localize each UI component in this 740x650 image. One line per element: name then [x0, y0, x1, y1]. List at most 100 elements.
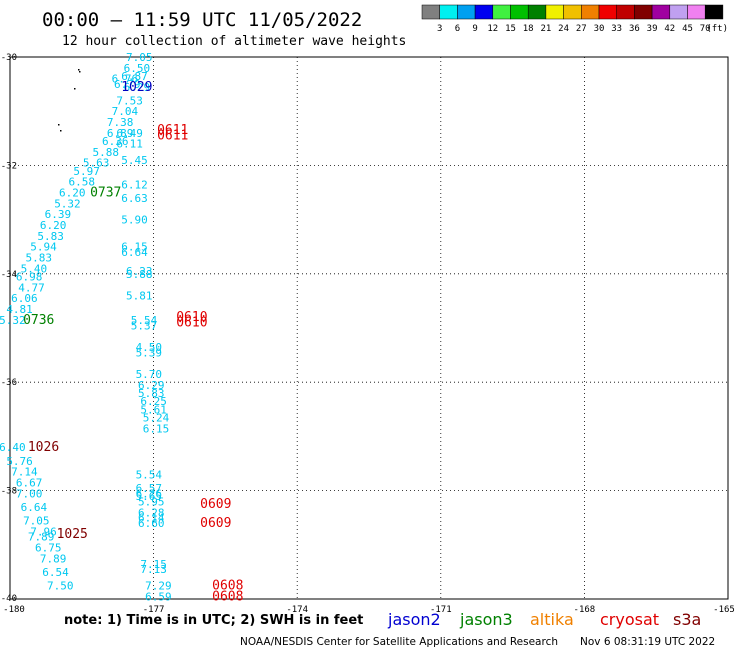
swh-value-label: 7.05 — [126, 51, 153, 64]
swh-value-label: 5.76 — [6, 455, 33, 468]
swh-value-label: 5.32 — [54, 197, 81, 210]
swh-value-label: 6.67 — [16, 476, 43, 489]
swh-value-label: 5.45 — [121, 154, 148, 167]
swh-value-label: 6.28 — [138, 506, 165, 519]
legend-label: 18 — [523, 24, 534, 34]
swh-value-label: 6.26 — [136, 487, 163, 500]
legend-label: 42 — [664, 24, 675, 34]
swh-value-label: 5.70 — [136, 368, 163, 381]
y-tick-label: -30 — [1, 53, 17, 63]
legend-swatch — [457, 4, 476, 20]
swh-value-label: 5.54 — [131, 314, 158, 327]
swh-value-label: 5.81 — [126, 289, 153, 302]
swh-value-label: 4.77 — [18, 281, 45, 294]
swh-value-label: 5.24 — [143, 411, 170, 424]
speck — [74, 88, 76, 90]
y-axis-ticks: -30 -32 -34 -36 -38 -40 — [1, 53, 17, 604]
y-tick-label: -36 — [1, 378, 17, 388]
swh-value-label: 6.75 — [35, 542, 62, 555]
swh-value-label: 6.06 — [11, 292, 38, 305]
swh-value-label: 5.61 — [140, 403, 167, 416]
pass-time-label: 1029 — [121, 80, 152, 95]
chart-title: 00:00 – 11:59 UTC 11/05/2022 — [42, 9, 362, 31]
speck — [58, 124, 60, 126]
swh-value-label: 6.15 — [121, 241, 148, 254]
swh-value-label: 5.90 — [121, 214, 148, 227]
legend-swatch — [527, 4, 547, 20]
legend-swatch — [634, 4, 653, 20]
legend-label: 27 — [576, 24, 587, 34]
swh-value-label: 6.76 — [112, 73, 139, 86]
legend-swatch — [563, 4, 582, 20]
swh-value-label: 5.37 — [131, 319, 158, 332]
swh-value-label: 5.39 — [136, 346, 163, 359]
swh-value-label: 6.49 — [116, 127, 143, 140]
swh-value-label: 6.39 — [45, 208, 72, 221]
legend-swatch — [581, 4, 600, 20]
pass-time-label: 0609 — [200, 516, 231, 531]
swh-value-label: 5.95 — [138, 495, 165, 508]
swh-value-label: 6.29 — [124, 81, 151, 94]
plot-frame — [9, 56, 729, 600]
swh-value-label: 6.63 — [121, 192, 148, 205]
swh-value-label: 7.50 — [47, 579, 74, 592]
swh-value-label: 6.20 — [59, 187, 86, 200]
swh-value-label: 5.94 — [30, 241, 57, 254]
swh-value-label: 7.38 — [107, 116, 134, 129]
footer-credit: NOAA/NESDIS Center for Satellite Applica… — [240, 636, 558, 648]
legend-swatch — [421, 4, 440, 20]
legend-swatch — [510, 4, 529, 20]
swh-value-label: 6.11 — [116, 138, 143, 151]
swh-value-label: 6.64 — [121, 246, 148, 259]
swh-value-label: 5.65 — [136, 490, 163, 503]
pass-time-label: 0609 — [200, 497, 231, 512]
x-tick-label: -168 — [574, 605, 596, 615]
swh-value-label: 5.83 — [25, 252, 52, 265]
land-specks — [58, 69, 81, 132]
satellite-legend: jason2 jason3 altika cryosat s3a — [387, 610, 701, 629]
swh-value-label: 5.83 — [37, 230, 64, 243]
swh-value-label: 7.29 — [145, 579, 172, 592]
legend-label: 30 — [594, 24, 605, 34]
x-axis-ticks: -180 -177 -174 -171 -168 -165 — [3, 605, 735, 615]
swh-value-label: 5.83 — [138, 387, 165, 400]
plot-area: -180 -177 -174 -171 -168 -165 -30 -32 -34 -36 -38… — [0, 51, 735, 615]
speck — [78, 69, 80, 71]
wave-height-color-legend: 3 6 9 12 15 18 21 24 27 30 33 36 39 42 45 70(ft) — [421, 4, 728, 34]
swh-value-label: 6.89 — [107, 127, 134, 140]
swh-value-label: 6.87 — [121, 70, 148, 83]
swh-value-label: 4.81 — [6, 303, 33, 316]
legend-label: 6 — [455, 24, 460, 34]
legend-label: 12 — [487, 24, 498, 34]
legend-swatch — [492, 4, 511, 20]
footer-timestamp: Nov 6 08:31:19 UTC 2022 — [580, 636, 715, 648]
swh-value-label: 6.50 — [124, 62, 151, 75]
swh-value-label: 6.98 — [16, 271, 43, 284]
legend-swatch — [545, 4, 564, 20]
legend-label: 70 — [700, 24, 711, 34]
swh-value-label: 6.57 — [136, 482, 163, 495]
swh-value-label: 5.88 — [126, 268, 153, 281]
legend-label: 24 — [558, 24, 569, 34]
legend-swatch — [474, 4, 494, 20]
legend-swatch — [651, 4, 671, 20]
x-tick-label: -177 — [143, 605, 165, 615]
satellite-name-altika: altika — [530, 610, 574, 629]
swh-value-label: 7.04 — [112, 105, 139, 118]
x-tick-label: -180 — [3, 605, 25, 615]
satellite-name-cryosat: cryosat — [600, 610, 659, 629]
x-tick-label: -165 — [713, 605, 735, 615]
chart-subtitle: 12 hour collection of altimeter wave hei… — [62, 34, 406, 49]
legend-label: 33 — [611, 24, 622, 34]
y-tick-label: -38 — [1, 487, 17, 497]
pass-time-label: 0608 — [212, 578, 243, 593]
swh-value-label: 6.20 — [40, 219, 67, 232]
pass-time-label: 0610 — [176, 316, 207, 331]
swh-value-label: 5.40 — [21, 262, 48, 275]
legend-label: 15 — [505, 24, 516, 34]
legend-swatch — [704, 4, 724, 20]
swh-value-label: 6.12 — [121, 178, 148, 191]
speck — [60, 130, 62, 132]
swh-value-label: 6.14 — [138, 512, 165, 525]
